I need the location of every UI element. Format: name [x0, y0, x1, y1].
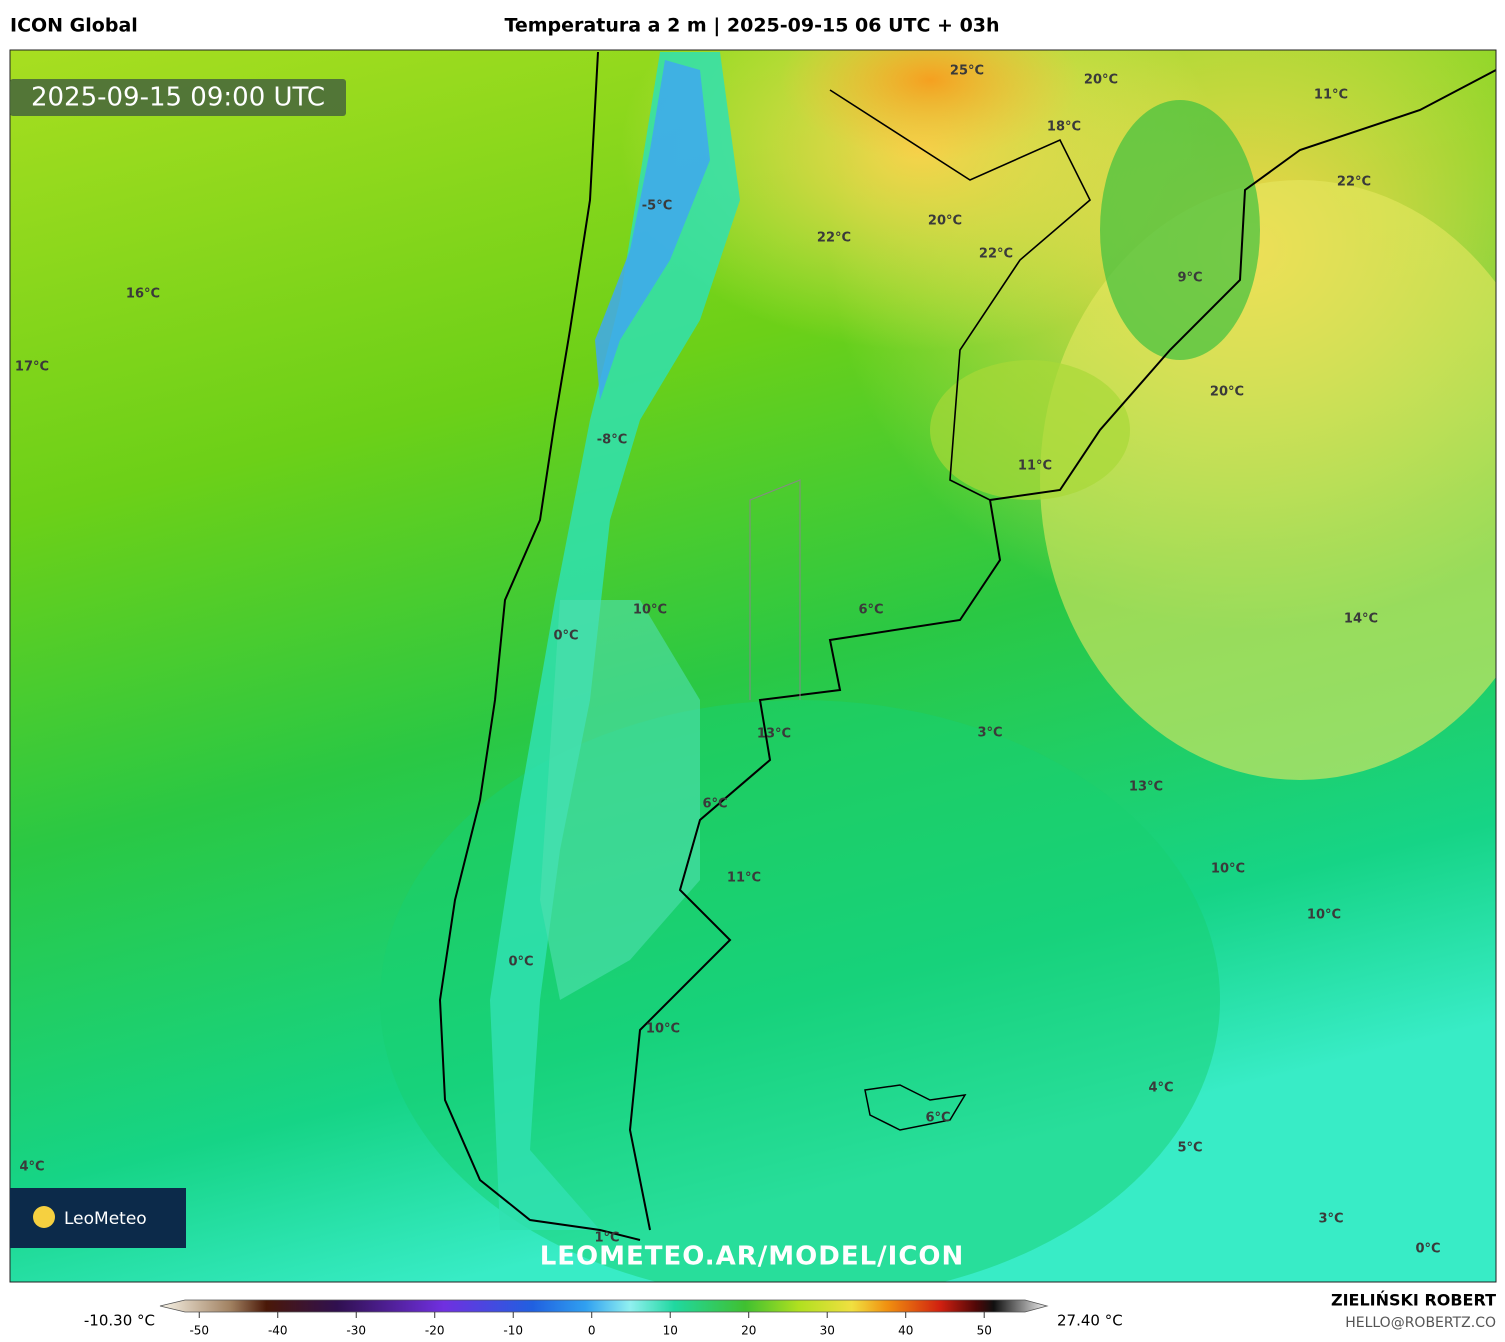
colorbar-max: 27.40 °C [1057, 1312, 1123, 1330]
temp-label: 3°C [977, 726, 1002, 741]
temp-label: 5°C [1177, 1141, 1202, 1156]
logo-sun [33, 1206, 55, 1228]
temp-label: 17°C [15, 360, 49, 375]
temp-label: 10°C [1307, 908, 1341, 923]
temp-label: 6°C [925, 1111, 950, 1126]
colorbar-tick-label: -10 [503, 1324, 523, 1338]
temp-label: 1°C [594, 1231, 619, 1246]
colorbar-tick-label: 10 [663, 1324, 678, 1338]
temp-label: 18°C [1047, 120, 1081, 135]
temp-label: 11°C [1018, 459, 1052, 474]
colorbar-tick-label: 0 [588, 1324, 596, 1338]
temp-label: 22°C [1337, 175, 1371, 190]
logo-text: LeoMeteo [64, 1209, 147, 1229]
temp-label: 13°C [757, 727, 791, 742]
temp-label: 9°C [1177, 271, 1202, 286]
colorbar-tick-label: -20 [425, 1324, 445, 1338]
temp-label: 20°C [1210, 385, 1244, 400]
temp-label: 11°C [1314, 88, 1348, 103]
temp-label: -8°C [597, 433, 627, 448]
colorbar-tick-label: -40 [268, 1324, 288, 1338]
colorbar-tick-label: 50 [977, 1324, 992, 1338]
temp-label: 10°C [633, 603, 667, 618]
colorbar-tick-label: 40 [898, 1324, 913, 1338]
temp-label: 13°C [1129, 780, 1163, 795]
temp-label: 0°C [508, 955, 533, 970]
temp-label: -5°C [642, 199, 672, 214]
temp-label: 22°C [979, 247, 1013, 262]
temp-label: 11°C [727, 871, 761, 886]
temp-label: 0°C [1415, 1242, 1440, 1257]
colorbar-tick-label: -50 [189, 1324, 209, 1338]
colorbar: -50 -40 -30 -20 -10 0 10 20 30 40 50 [159, 1299, 1049, 1338]
contact: HELLO@ROBERTZ.CO [1345, 1315, 1496, 1331]
temp-label: 0°C [553, 629, 578, 644]
author: ZIELIŃSKI ROBERT [1331, 1291, 1496, 1310]
temp-label: 6°C [858, 603, 883, 618]
temp-label: 16°C [126, 287, 160, 302]
colorbar-tick-label: 30 [820, 1324, 835, 1338]
colorbar-tick-label: -30 [346, 1324, 366, 1338]
temp-label: 20°C [928, 214, 962, 229]
temp-label: 3°C [1318, 1212, 1343, 1227]
map: 25°C 20°C 11°C 18°C 22°C -5°C 22°C 20°C 22°C 9°C 1… [10, 50, 1496, 1282]
temp-label: 6°C [702, 797, 727, 812]
map-title: Temperatura a 2 m | 2025-09-15 06 UTC + … [504, 15, 999, 37]
watermark: LEOMETEO.AR/MODEL/ICON [540, 1242, 965, 1272]
model-name: ICON Global [10, 15, 138, 37]
temp-label: 4°C [1148, 1081, 1173, 1096]
time-box [10, 79, 346, 116]
temp-label: 14°C [1344, 612, 1378, 627]
temp-label: 10°C [1211, 862, 1245, 877]
temp-label: 10°C [646, 1022, 680, 1037]
temp-label: 20°C [1084, 73, 1118, 88]
map-frame [9, 49, 1497, 1283]
temp-label: 22°C [817, 231, 851, 246]
valid-time: 2025-09-15 09:00 UTC [31, 83, 325, 113]
temp-label: 4°C [19, 1160, 44, 1175]
temp-label: 25°C [950, 64, 984, 79]
colorbar-min: -10.30 °C [84, 1312, 155, 1330]
colorbar-tick-label: 20 [741, 1324, 756, 1338]
